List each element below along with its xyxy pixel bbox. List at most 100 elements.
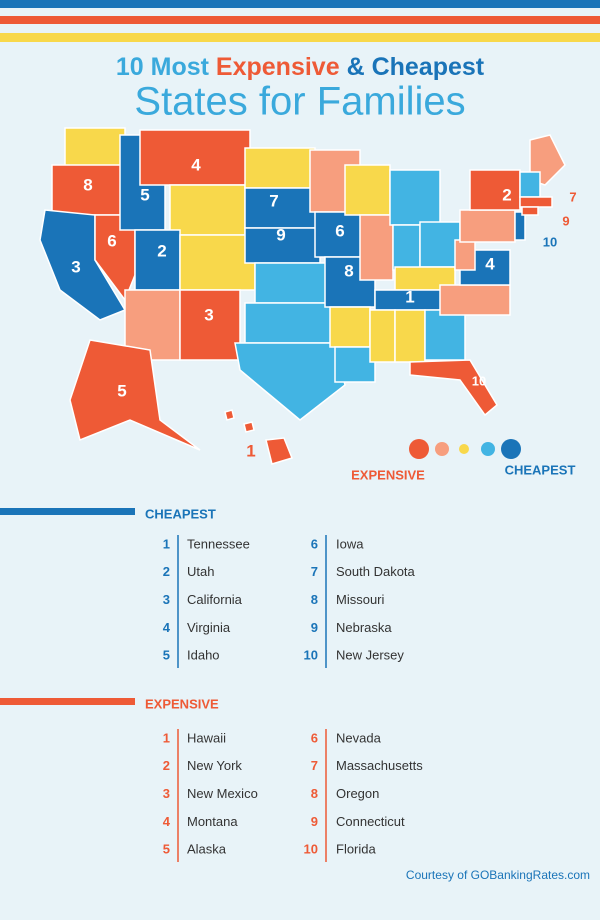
state [392,224,421,271]
stripe [0,16,600,24]
state [244,147,316,189]
legend-swatch [459,444,469,454]
state [254,262,331,304]
map-label: 4 [485,254,495,273]
heading-bar [0,698,135,705]
state-name: Florida [336,842,377,857]
rank-lists: CHEAPEST 1 Tennessee 2 Utah 3 California 4 Virgi… [0,506,423,862]
state [409,359,498,417]
state [519,196,553,208]
state [424,309,466,361]
state [519,171,541,198]
rank: 2 [163,564,170,579]
state [224,409,235,421]
state [419,221,461,268]
title-part: & [347,53,365,81]
state [314,211,366,258]
map-label: 1 [246,441,255,460]
footer: Courtesy of GOBankingRates.com [406,868,590,882]
rank: 2 [163,758,170,773]
state [369,309,396,363]
state-name: Alaska [187,842,227,857]
state-name: Connecticut [336,814,405,829]
state-name: New Jersey [336,648,404,663]
title-part: 10 Most [116,53,210,81]
list-heading: EXPENSIVE [145,696,219,711]
rank: 10 [304,842,318,857]
rank: 3 [163,786,170,801]
heading-bar [0,508,135,515]
stripe [0,0,600,8]
state-name: Utah [187,564,214,579]
map-label: 1 [405,287,414,306]
state [359,214,394,281]
legend: EXPENSIVE CHEAPEST [351,439,575,482]
list-heading: CHEAPEST [145,506,216,521]
rank: 1 [163,536,170,551]
map-label: 3 [204,305,213,324]
state-name: Hawaii [187,730,226,745]
state [169,184,246,236]
state [389,169,441,226]
legend-swatch [435,442,449,456]
map-label: 9 [562,213,569,228]
rank: 3 [163,592,170,607]
state-name: New Mexico [187,786,258,801]
state [64,127,126,169]
map-label: 2 [157,241,166,260]
us-map [39,127,566,465]
state-name: Oregon [336,786,379,801]
state [244,302,336,344]
map-label: 10 [543,234,557,249]
state [244,227,321,264]
state [514,211,526,241]
state [439,284,511,316]
rank: 4 [163,620,171,635]
state [179,289,241,361]
state [329,306,371,348]
title-part: Expensive [216,53,340,81]
map-label: 10 [472,373,486,388]
state [243,421,255,433]
rank: 1 [163,730,170,745]
state [459,209,516,243]
state [469,169,521,211]
state-name: Iowa [336,536,364,551]
rank: 8 [311,592,318,607]
rank: 4 [163,814,171,829]
rank: 9 [311,814,318,829]
state [344,164,391,216]
map-label: 8 [344,261,353,280]
map-label: 5 [140,185,149,204]
stripe [0,33,600,42]
state-name: Montana [187,814,238,829]
rank: 5 [163,648,170,663]
map-label: 4 [191,155,201,174]
state-name: Virginia [187,620,231,635]
rank: 7 [311,758,318,773]
state-name: Missouri [336,592,385,607]
state [334,346,376,383]
title-line1: 10 Most Expensive & Cheapest [116,53,485,81]
rank: 5 [163,842,170,857]
state-name: Nevada [336,730,382,745]
state-name: Massachusetts [336,758,423,773]
legend-swatch [501,439,521,459]
map-label: 7 [269,191,278,210]
legend-swatch [481,442,495,456]
state-name: New York [187,758,242,773]
legend-label: CHEAPEST [505,462,576,477]
state-name: South Dakota [336,564,416,579]
rank: 6 [311,730,318,745]
rank: 8 [311,786,318,801]
state [265,437,294,465]
state [51,164,123,216]
state-name: California [187,592,243,607]
map-label: 3 [71,257,80,276]
title-line2: States for Families [134,80,465,124]
map-label: 6 [335,221,344,240]
map-label: 7 [569,189,576,204]
map-label: 9 [276,225,285,244]
